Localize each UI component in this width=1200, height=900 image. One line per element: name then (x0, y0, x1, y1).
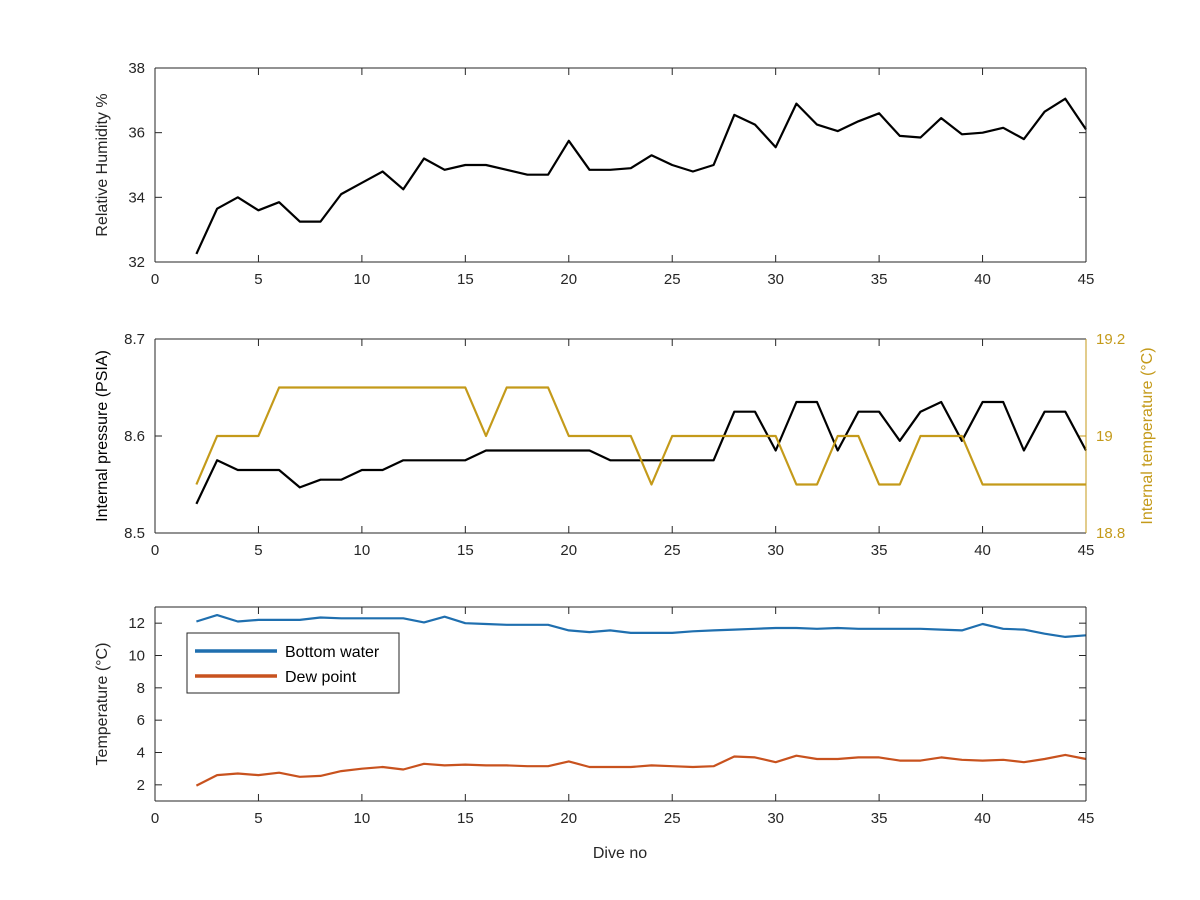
y-tick-label: 8.6 (124, 428, 145, 445)
humidity-panel: 0 5 10 15 20 25 30 35 40 45 32 34 36 38 Relative Humid… (94, 60, 1094, 288)
y-axis-label: Relative Humidity % (94, 93, 111, 236)
x-tick-label: 15 (457, 542, 474, 559)
x-tick-label: 15 (457, 810, 474, 827)
x-tick-label: 30 (767, 542, 784, 559)
x-tick-label: 30 (767, 271, 784, 288)
y-tick-label: 12 (128, 615, 145, 632)
y-tick-label: 8 (137, 680, 145, 697)
series-line-bottom-water (196, 613, 1087, 639)
x-tick-label: 35 (871, 810, 888, 827)
y2-tick-label: 18.8 (1096, 525, 1125, 542)
x-tick-label: 10 (354, 271, 371, 288)
series-line-0 (195, 97, 1087, 255)
y2-tick-label: 19 (1096, 428, 1113, 445)
x-tick-label: 20 (560, 271, 577, 288)
plot-area (155, 68, 1086, 262)
x-tick-label: 30 (767, 810, 784, 827)
y-tick-label: 4 (137, 745, 145, 762)
series-line-dew-point (195, 753, 1087, 787)
y-tick-label: 8.5 (124, 525, 145, 542)
y-tick-label: 6 (137, 712, 145, 729)
x-tick-label: 10 (354, 810, 371, 827)
y-axis-label: Internal pressure (PSIA) (94, 350, 111, 522)
y2-axis-label: Internal temperature (°C) (1139, 347, 1156, 524)
y-tick-label: 2 (137, 777, 145, 794)
y-tick-label: 10 (128, 648, 145, 665)
x-tick-label: 40 (974, 542, 991, 559)
x-tick-label: 35 (871, 271, 888, 288)
x-tick-label: 5 (254, 810, 262, 827)
x-tick-label: 0 (151, 810, 159, 827)
y2-tick-label: 19.2 (1096, 331, 1125, 348)
x-tick-label: 40 (974, 810, 991, 827)
pressure-temperature-panel: 0 5 10 15 20 25 30 35 40 45 8.5 8.6 8.7 18.8 19 19.2 Int… (94, 331, 1156, 559)
temperature-panel: 0 5 10 15 20 25 30 35 40 45 2 4 6 8 10 12 Temperature (°… (94, 606, 1095, 827)
legend-label: Dew point (285, 669, 357, 686)
x-tick-label: 25 (664, 542, 681, 559)
y-tick-label: 36 (128, 125, 145, 142)
x-tick-label: 35 (871, 542, 888, 559)
y-tick-label: 38 (128, 60, 145, 77)
x-tick-label: 15 (457, 271, 474, 288)
x-tick-label: 45 (1078, 542, 1095, 559)
x-tick-label: 0 (151, 271, 159, 288)
x-tick-label: 25 (664, 271, 681, 288)
x-tick-label: 40 (974, 271, 991, 288)
x-tick-label: 20 (560, 810, 577, 827)
x-axis-label: Dive no (593, 845, 647, 862)
x-tick-label: 20 (560, 542, 577, 559)
x-tick-label: 10 (354, 542, 371, 559)
x-tick-label: 45 (1078, 810, 1095, 827)
x-tick-label: 5 (254, 542, 262, 559)
x-tick-label: 45 (1078, 271, 1095, 288)
legend-box (186, 632, 400, 694)
x-tick-label: 25 (664, 810, 681, 827)
legend: Bottom water Dew point (186, 632, 400, 694)
x-tick-label: 5 (254, 271, 262, 288)
x-tick-label: 0 (151, 542, 159, 559)
series-line-1 (195, 386, 1086, 486)
y-tick-label: 8.7 (124, 331, 145, 348)
legend-label: Bottom water (285, 644, 380, 661)
y-axis-label: Temperature (°C) (94, 643, 111, 766)
y-tick-label: 34 (128, 189, 145, 206)
y-tick-label: 32 (128, 254, 145, 271)
